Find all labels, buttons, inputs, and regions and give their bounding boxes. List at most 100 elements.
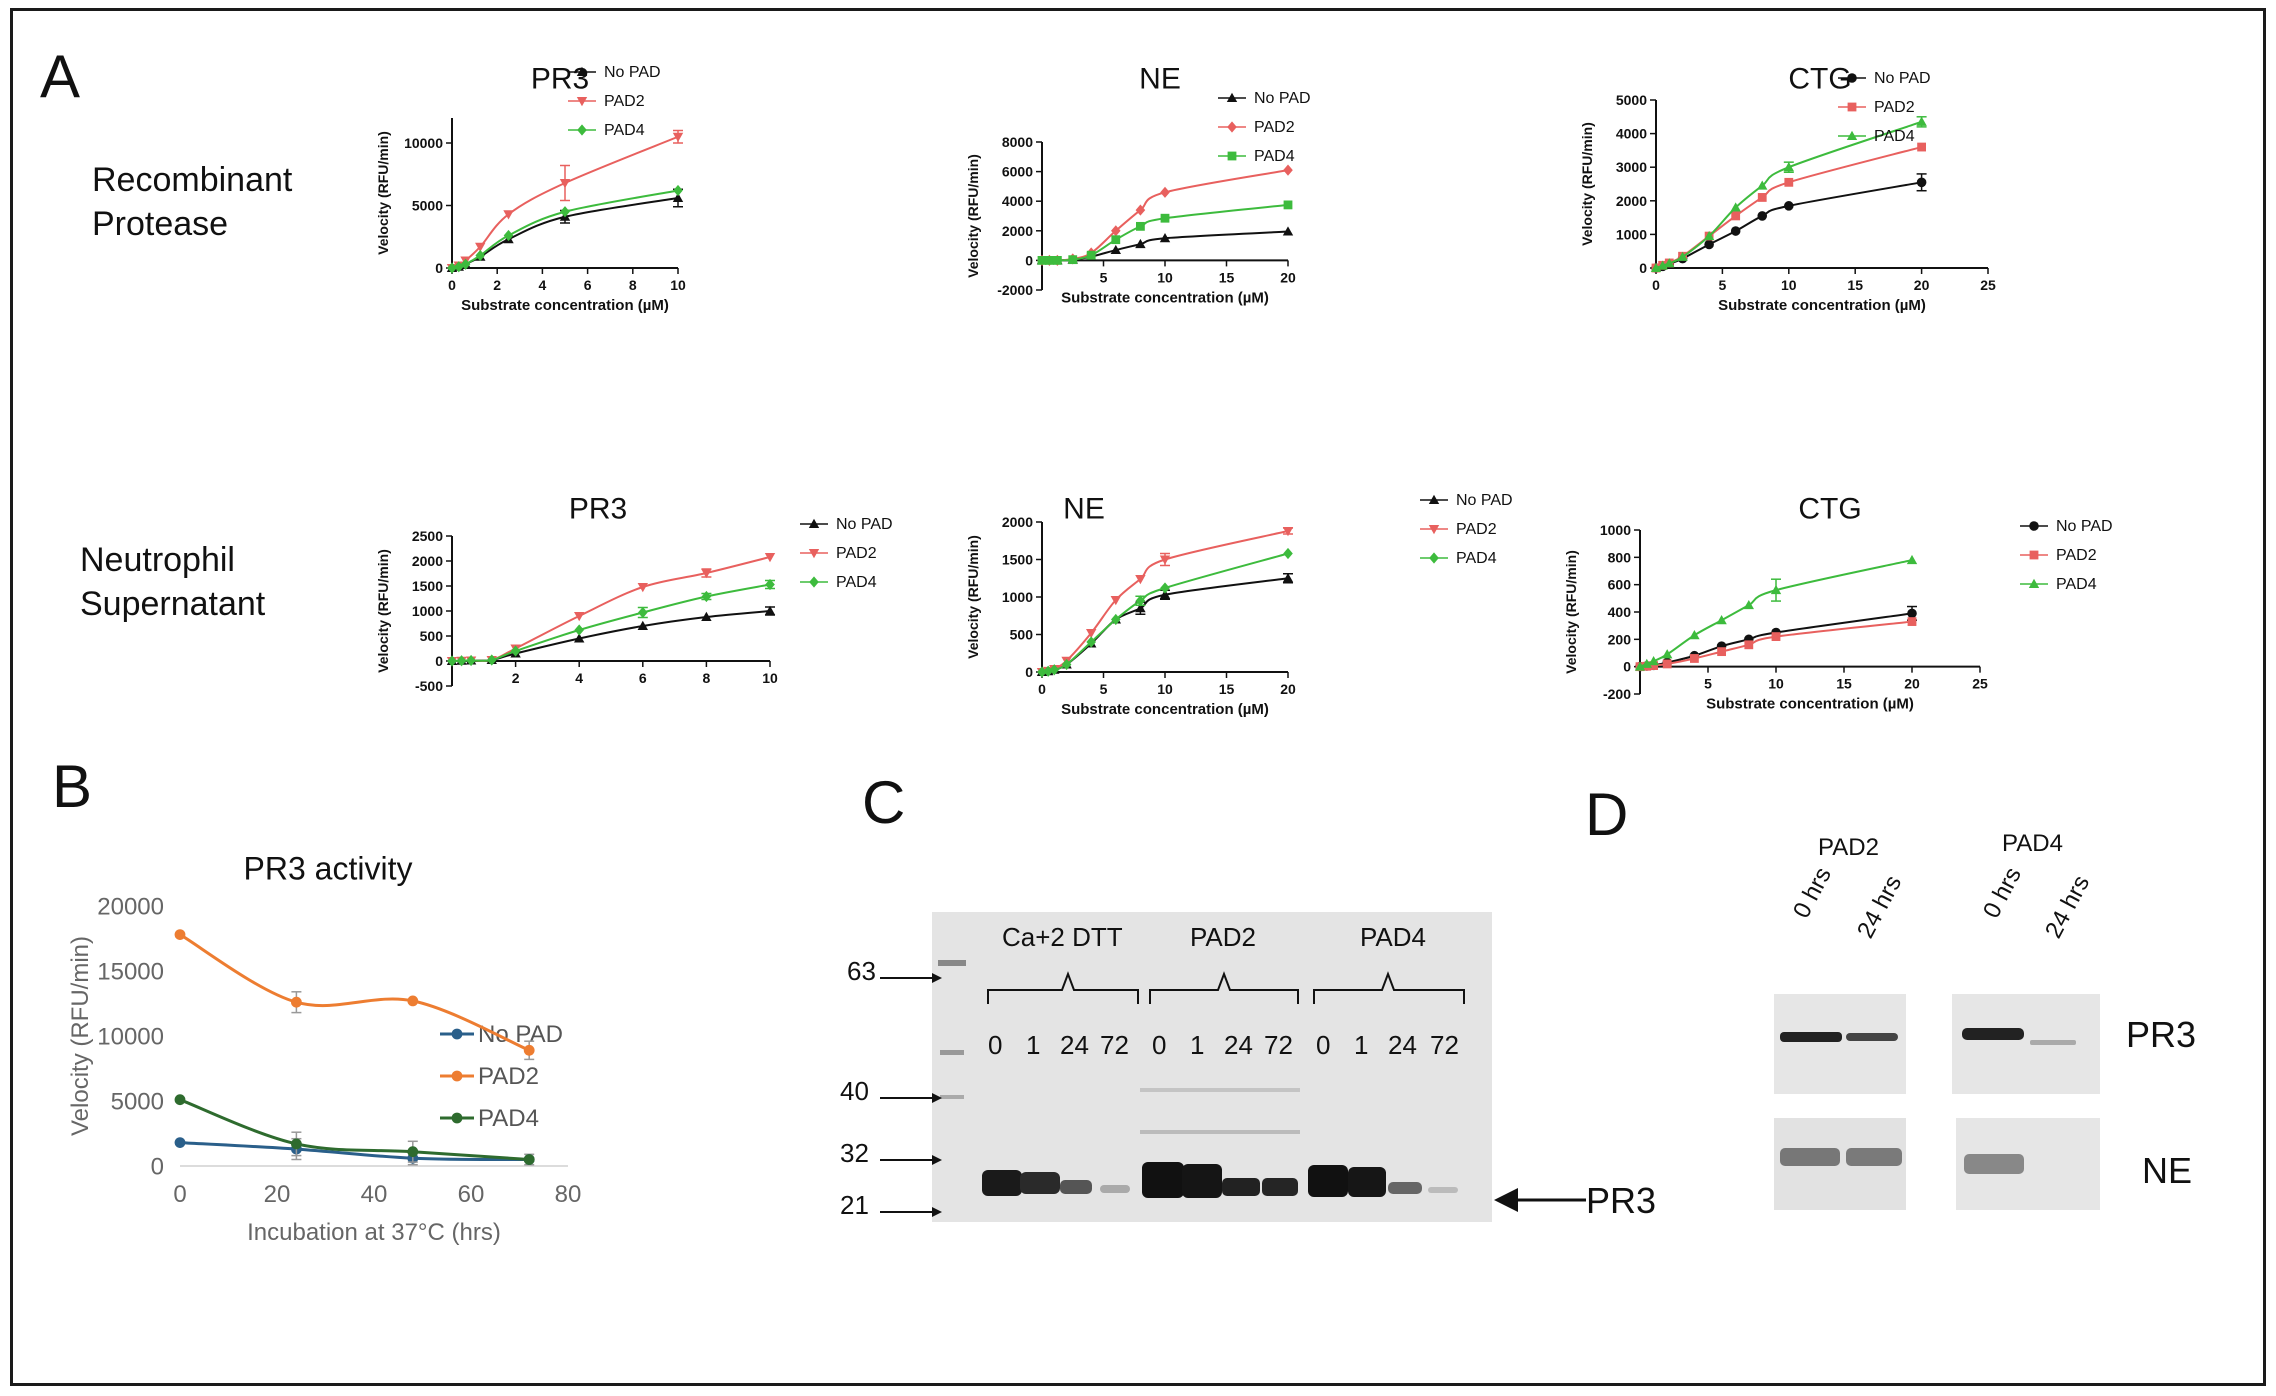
data-point <box>1052 256 1062 265</box>
data-point <box>1689 630 1700 640</box>
series-line <box>1639 559 1913 668</box>
data-point <box>1160 186 1170 198</box>
panel-letter-c: C <box>862 769 906 836</box>
gel-c-time-label: 0 <box>1152 1030 1167 1060</box>
blot-d-pad2-pr3 <box>1774 994 1906 1094</box>
legend-marker <box>1847 102 1857 112</box>
data-point <box>1159 589 1171 599</box>
blot-d-band <box>1780 1148 1840 1166</box>
gel-c-group-ca-dtt: Ca+2 DTT <box>1002 922 1123 952</box>
gel-c-band <box>1100 1185 1130 1193</box>
y-tick-label: 5000 <box>111 1089 164 1116</box>
y-tick-label: 5000 <box>412 198 443 214</box>
y-tick-label: 200 <box>1608 631 1632 647</box>
data-point <box>174 1094 186 1106</box>
gel-c-time-label: 1 <box>1026 1030 1041 1060</box>
gel-c-ladder-band <box>940 1050 964 1055</box>
legend-marker <box>576 97 588 107</box>
series-line <box>1041 552 1289 673</box>
x-tick-label: 20 <box>264 1181 291 1208</box>
row-label-recombinant-line2: Protease <box>92 205 229 243</box>
gel-c-ladder-band <box>940 1095 964 1099</box>
legend-label: PAD4 <box>1456 550 1497 567</box>
panel-letter-a: A <box>40 43 81 110</box>
data-point <box>503 229 514 242</box>
gel-c-marker-63: 63 <box>847 956 876 986</box>
y-tick-label: 800 <box>1608 549 1632 565</box>
x-tick-label: 6 <box>584 277 592 293</box>
data-point <box>1111 225 1121 237</box>
legend-label: PAD2 <box>1456 521 1497 538</box>
x-axis-label: Substrate concentration (µM) <box>1718 297 1926 314</box>
blot-d-row-pr3: PR3 <box>2126 1014 2197 1055</box>
data-point <box>291 1138 302 1150</box>
legend-entry: PAD4 <box>1218 148 1295 165</box>
legend-entry: No PAD <box>2020 518 2113 535</box>
data-point <box>466 654 476 667</box>
legend-entry: PAD4 <box>568 122 645 139</box>
data-point <box>1282 573 1294 583</box>
gel-c-band <box>1182 1164 1222 1198</box>
x-tick-label: 25 <box>1972 676 1988 692</box>
data-point <box>559 179 571 189</box>
x-tick-label: 0 <box>1038 681 1046 697</box>
blot-d-group-pad2: PAD2 <box>1818 834 1879 861</box>
y-tick-label: 600 <box>1608 577 1632 593</box>
x-tick-label: 5 <box>1100 681 1108 697</box>
blot-d-band <box>1846 1033 1898 1041</box>
data-point <box>1044 256 1054 265</box>
chart-title: PR3 <box>531 63 589 96</box>
data-point <box>1662 659 1672 669</box>
data-point <box>291 996 302 1008</box>
data-point <box>1110 244 1121 255</box>
row-label-neutrophil-line1: Neutrophil <box>80 541 235 579</box>
legend-label: PAD2 <box>836 545 877 562</box>
gel-c-time-label: 24 <box>1060 1030 1089 1060</box>
data-point <box>1043 665 1053 677</box>
x-tick-label: 15 <box>1847 277 1863 293</box>
legend-marker <box>577 124 587 136</box>
y-axis-label: Velocity (RFU/min) <box>1563 550 1579 674</box>
legend-marker <box>1846 130 1858 140</box>
data-point <box>1061 658 1072 671</box>
legend-marker <box>2029 521 2039 531</box>
series-pad4 <box>1037 547 1293 678</box>
x-tick-label: 10 <box>670 277 686 293</box>
legend-entry: No PAD <box>568 64 661 81</box>
gel-c-band <box>1140 1130 1300 1134</box>
gel-c-time-label: 0 <box>988 1030 1003 1060</box>
data-point <box>1135 595 1146 607</box>
data-point <box>1037 256 1047 265</box>
series-line <box>179 1141 530 1161</box>
x-tick-label: 60 <box>458 1181 485 1208</box>
x-axis-label: Incubation at 37°C (hrs) <box>247 1219 501 1246</box>
y-tick-label: 0 <box>435 260 443 276</box>
y-axis-label: Velocity (RFU/min) <box>67 936 94 1136</box>
row-label-recombinant: Recombinant Protease <box>92 158 292 246</box>
chart-title: CTG <box>1788 63 1851 96</box>
legend-entry: PAD4 <box>2020 576 2097 593</box>
legend-label: PAD2 <box>1254 119 1295 136</box>
series-pad4 <box>447 578 775 667</box>
data-point <box>1916 116 1927 126</box>
data-point <box>1283 547 1293 560</box>
data-point <box>1649 661 1658 670</box>
y-tick-label: 500 <box>1010 627 1034 643</box>
y-tick-label: 5000 <box>1616 92 1647 108</box>
legend-marker <box>1428 525 1440 535</box>
data-point <box>1159 233 1171 243</box>
legend-label: PAD2 <box>604 93 645 110</box>
gel-c-pr3-label: PR3 <box>1586 1180 1657 1221</box>
series-line <box>451 610 771 662</box>
legend-label: PAD4 <box>1254 148 1295 165</box>
gel-c-marker-arrow-head <box>932 1207 942 1217</box>
row-label-neutrophil: Neutrophil Supernatant <box>80 538 265 626</box>
x-axis-label: Substrate concentration (µM) <box>1061 701 1269 718</box>
data-point <box>460 258 471 270</box>
chart-title: NE <box>1063 493 1105 526</box>
data-point <box>407 995 419 1007</box>
legend-marker <box>1227 121 1237 133</box>
gel-c-marker-arrow-head <box>932 973 942 983</box>
data-point <box>1907 617 1917 626</box>
